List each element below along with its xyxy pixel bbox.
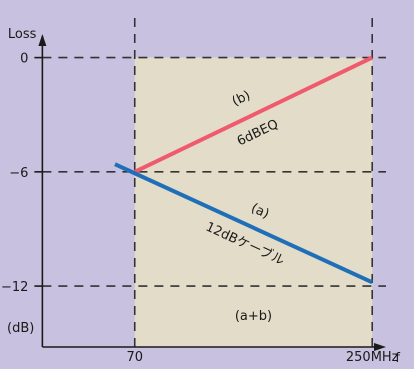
y-tick-label: 0 <box>20 52 28 67</box>
sum-label: (a+b) <box>235 309 272 324</box>
x-axis-label: f <box>395 351 400 366</box>
y-axis-arrow <box>38 34 47 46</box>
axes <box>34 34 386 351</box>
y-unit-label: (dB) <box>7 321 34 336</box>
series-label-letter-a: (a) <box>249 201 272 222</box>
series-line-b <box>133 55 374 174</box>
passband-shaded-region <box>134 57 373 347</box>
x-tick-label: 250MHz <box>346 350 399 365</box>
y-tick-label: −12 <box>1 280 28 295</box>
x-axis-arrow <box>374 343 386 351</box>
series-label-letter-b: (b) <box>230 88 253 109</box>
y-tick-label: −6 <box>9 166 28 181</box>
grid-lines <box>42 18 386 347</box>
y-axis-label: Loss <box>8 27 37 42</box>
x-tick-label: 70 <box>126 350 143 365</box>
series-lines <box>114 55 374 285</box>
series-line-a <box>114 162 374 285</box>
